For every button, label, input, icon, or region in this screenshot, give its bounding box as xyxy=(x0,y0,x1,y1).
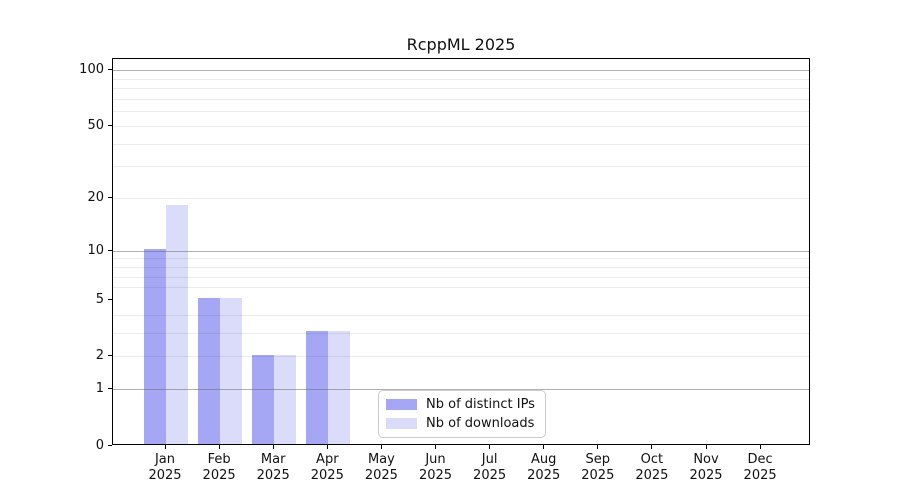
y-tick-mark xyxy=(108,197,112,199)
gridline-major xyxy=(113,70,809,72)
bar-downloads-jan xyxy=(166,204,188,444)
y-tick-label: 20 xyxy=(87,190,104,206)
gridline-major xyxy=(113,389,809,391)
gridline-minor xyxy=(113,258,809,260)
gridline-minor xyxy=(113,125,809,127)
x-tick-mark xyxy=(543,445,545,449)
y-tick-mark xyxy=(108,69,112,71)
y-tick-mark xyxy=(108,388,112,390)
chart-title: RcppML 2025 xyxy=(406,35,516,54)
legend-label-downloads: Nb of downloads xyxy=(426,416,535,431)
y-tick-label: 1 xyxy=(95,381,104,397)
plot-area: Nb of distinct IPs Nb of downloads xyxy=(112,58,810,445)
gridline-minor xyxy=(113,111,809,113)
x-tick-mark xyxy=(326,445,328,449)
y-tick-label: 100 xyxy=(79,62,104,78)
y-tick-mark xyxy=(108,249,112,251)
gridline-major xyxy=(113,250,809,252)
gridline-minor xyxy=(113,332,809,334)
y-tick-label: 50 xyxy=(87,117,104,133)
x-tick-label-oct: Oct 2025 xyxy=(635,452,669,483)
x-tick-mark xyxy=(759,445,761,449)
gridline-minor xyxy=(113,166,809,168)
x-tick-mark xyxy=(489,445,491,449)
x-tick-label-mar: Mar 2025 xyxy=(256,452,290,483)
bar-downloads-mar xyxy=(274,354,297,444)
x-tick-label-jan: Jan 2025 xyxy=(148,452,182,483)
gridline-minor xyxy=(113,276,809,278)
y-tick-mark xyxy=(108,124,112,126)
legend-item-distinct-ips: Nb of distinct IPs xyxy=(386,397,536,412)
x-tick-label-may: May 2025 xyxy=(364,452,398,483)
x-tick-label-nov: Nov 2025 xyxy=(689,452,723,483)
bar-distinct-ips-feb xyxy=(198,298,221,444)
x-tick-label-jun: Jun 2025 xyxy=(418,452,453,483)
gridlines-layer xyxy=(113,59,809,444)
x-tick-label-jul: Jul 2025 xyxy=(473,452,507,483)
gridline-minor xyxy=(113,287,809,289)
legend-swatch-distinct-ips xyxy=(386,399,417,410)
gridline-minor xyxy=(113,266,809,268)
x-tick-label-sep: Sep 2025 xyxy=(581,452,615,483)
x-tick-mark xyxy=(164,445,166,449)
x-tick-mark xyxy=(435,445,436,449)
legend-label-distinct-ips: Nb of distinct IPs xyxy=(426,397,535,412)
bar-downloads-apr xyxy=(328,331,351,444)
y-tick-label: 2 xyxy=(95,348,104,364)
x-tick-mark xyxy=(651,445,653,449)
y-tick-mark xyxy=(108,355,112,357)
bar-distinct-ips-apr xyxy=(306,331,329,444)
bar-distinct-ips-jan xyxy=(144,249,166,444)
legend: Nb of distinct IPs Nb of downloads xyxy=(378,390,546,438)
legend-swatch-downloads xyxy=(386,418,417,429)
bars-layer xyxy=(113,59,809,444)
gridline-minor xyxy=(113,143,809,145)
x-tick-mark xyxy=(597,445,599,449)
x-tick-mark xyxy=(705,445,707,449)
bar-distinct-ips-mar xyxy=(252,354,275,444)
y-tick-label: 0 xyxy=(95,437,104,453)
y-tick-label: 5 xyxy=(95,291,104,307)
gridline-minor xyxy=(113,198,809,200)
gridline-minor xyxy=(113,356,809,358)
x-tick-mark xyxy=(272,445,274,449)
x-tick-label-apr: Apr 2025 xyxy=(310,452,344,483)
x-tick-label-aug: Aug 2025 xyxy=(527,452,561,483)
y-tick-mark xyxy=(108,298,112,300)
x-tick-mark xyxy=(380,445,382,449)
gridline-minor xyxy=(113,314,809,316)
x-tick-label-dec: Dec 2025 xyxy=(743,452,777,483)
x-tick-mark xyxy=(218,445,220,449)
legend-item-downloads: Nb of downloads xyxy=(386,416,536,431)
gridline-minor xyxy=(113,88,809,90)
gridline-minor xyxy=(113,78,809,80)
gridline-minor xyxy=(113,99,809,101)
x-tick-label-feb: Feb 2025 xyxy=(202,452,236,483)
y-tick-mark xyxy=(108,444,112,446)
y-tick-label: 10 xyxy=(87,242,104,258)
bar-downloads-feb xyxy=(220,298,243,444)
